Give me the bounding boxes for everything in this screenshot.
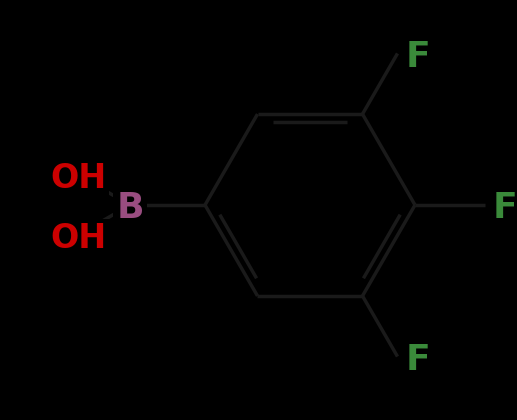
Text: F: F [405, 40, 430, 74]
Text: OH: OH [50, 222, 106, 255]
Text: B: B [116, 192, 144, 226]
Text: F: F [405, 343, 430, 377]
Text: OH: OH [50, 162, 106, 195]
Text: F: F [493, 192, 517, 226]
